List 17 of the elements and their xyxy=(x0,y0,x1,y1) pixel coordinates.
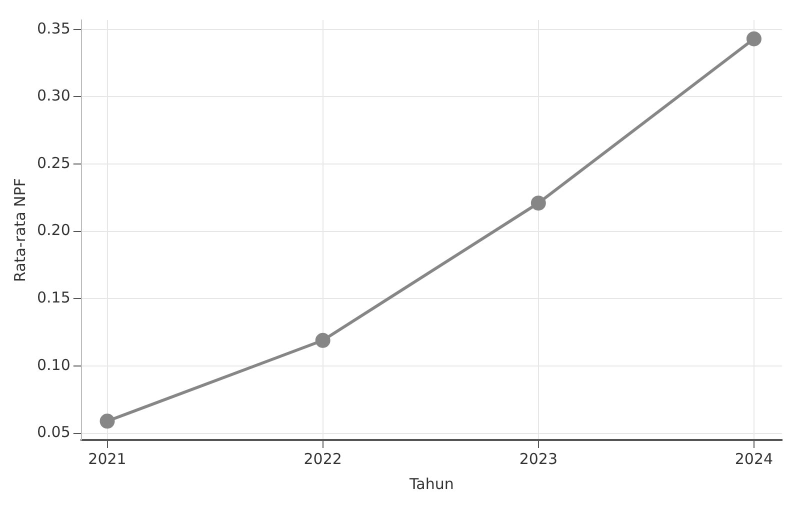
x-tick-label: 2023 xyxy=(519,450,558,468)
x-tick-label: 2024 xyxy=(734,450,774,468)
point xyxy=(315,332,330,348)
y-tick-label: 0.10 xyxy=(36,356,70,374)
y-tick-label: 0.30 xyxy=(36,86,70,105)
point xyxy=(746,31,762,46)
x-tick-label: 2021 xyxy=(88,450,126,468)
y-tick-label: 0.25 xyxy=(36,154,70,172)
y-tick-label: 0.05 xyxy=(36,423,70,442)
x-axis-title: Tahun xyxy=(408,474,454,493)
x-tick-label: 2022 xyxy=(304,450,342,468)
point xyxy=(530,196,546,211)
y-tick-label: 0.20 xyxy=(36,221,70,240)
point xyxy=(100,414,115,429)
y-tick-label: 0.35 xyxy=(36,19,70,38)
y-axis-title: Rata-rata NPF xyxy=(10,178,29,282)
y-tick-label: 0.15 xyxy=(36,288,70,307)
